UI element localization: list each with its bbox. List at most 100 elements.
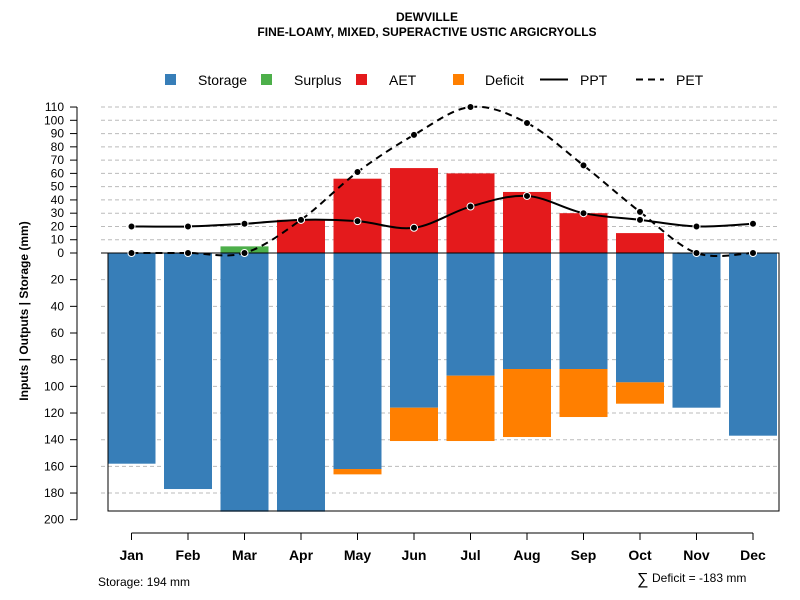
x-axis: Jan Feb Mar Apr May Jun Jul Aug Sep Oct Nov Dec	[119, 532, 766, 563]
legend-label: Storage	[198, 72, 247, 88]
y-axis-label: Inputs | Outputs | Storage (mm)	[17, 221, 31, 400]
gridlines	[101, 106, 779, 494]
storage-bar	[729, 253, 777, 436]
deficit-bar	[616, 382, 664, 404]
aet-bar	[616, 233, 664, 253]
pet-point	[466, 103, 475, 112]
x-tick-label: Aug	[513, 547, 540, 563]
ppt-point	[127, 222, 136, 231]
pet-point	[240, 249, 249, 257]
pet-point	[184, 249, 192, 257]
x-tick-label: Jan	[119, 547, 143, 563]
deficit-bar	[390, 407, 438, 442]
y-tick-label: 80	[51, 140, 65, 154]
legend-swatch	[356, 74, 367, 85]
y-tick-label: 20	[51, 273, 65, 287]
y-tick-label: 60	[51, 326, 65, 340]
y-tick-label: 100	[44, 379, 64, 393]
storage-bar	[220, 253, 269, 512]
y-tick-label: 80	[51, 353, 65, 367]
x-tick-label: Apr	[289, 547, 314, 563]
ppt-point	[749, 219, 757, 228]
ppt-point	[466, 202, 475, 211]
ppt-point	[523, 191, 531, 200]
y-tick-label: 180	[44, 486, 64, 500]
chart-subtitle: FINE-LOAMY, MIXED, SUPERACTIVE USTIC ARG…	[257, 25, 596, 39]
legend-label: AET	[389, 72, 417, 88]
bars-group	[107, 168, 777, 512]
y-tick-label: 50	[51, 180, 65, 194]
y-tick-label: 200	[44, 513, 64, 527]
y-tick-label: 20	[51, 219, 65, 233]
pet-point	[127, 249, 136, 257]
storage-bar	[390, 253, 438, 408]
storage-bar	[503, 253, 551, 370]
x-tick-label: Feb	[176, 547, 201, 563]
deficit-bar	[559, 369, 608, 418]
pet-point	[353, 168, 362, 177]
legend-swatch	[453, 74, 464, 85]
x-tick-label: Jun	[402, 547, 427, 563]
pet-point	[692, 249, 701, 257]
ppt-line	[131, 194, 754, 230]
deficit-total: Deficit = -183 mm	[652, 571, 746, 585]
x-tick-label: Nov	[683, 547, 710, 563]
y-tick-label: 120	[44, 406, 64, 420]
ppt-point	[297, 215, 305, 224]
y-tick-label: 60	[51, 166, 65, 180]
storage-bar	[333, 253, 382, 470]
storage-bar	[164, 253, 212, 490]
x-tick-label: Sep	[571, 547, 597, 563]
y-tick-label: 110	[45, 100, 64, 114]
sum-icon: ∑	[637, 571, 648, 588]
storage-bar	[446, 253, 495, 376]
chart-title: DEWVILLE	[396, 10, 458, 24]
ppt-point	[240, 219, 249, 228]
aet-bar	[333, 178, 382, 253]
lines-group	[127, 103, 757, 258]
y-tick-label: 40	[51, 299, 65, 313]
storage-bar	[559, 253, 608, 370]
legend: Storage Surplus AET Deficit PPT PET	[165, 72, 704, 88]
aet-bar	[390, 168, 438, 253]
y-tick-label: 30	[51, 206, 65, 220]
ppt-point	[410, 223, 418, 232]
y-tick-label: 160	[44, 459, 64, 473]
x-tick-label: Mar	[232, 547, 257, 563]
deficit-bar	[503, 369, 551, 438]
deficit-bar	[333, 469, 382, 475]
y-tick-label: 40	[51, 193, 65, 207]
x-tick-label: Dec	[740, 547, 766, 563]
aet-bar	[559, 213, 608, 253]
legend-label: PET	[676, 72, 704, 88]
ppt-point	[353, 217, 362, 226]
legend-swatch	[261, 74, 272, 85]
aet-bar	[503, 191, 551, 253]
deficit-bar	[446, 375, 495, 442]
ppt-point	[579, 209, 588, 218]
aet-bar	[277, 219, 325, 253]
x-tick-label: Jul	[460, 547, 480, 563]
storage-total: Storage: 194 mm	[98, 575, 190, 589]
storage-bar	[107, 253, 156, 464]
legend-label: PPT	[580, 72, 608, 88]
pet-point	[410, 130, 418, 139]
pet-point	[579, 161, 588, 170]
ppt-point	[184, 222, 192, 231]
legend-label: Deficit	[485, 72, 524, 88]
pet-point	[749, 249, 757, 257]
pet-point	[523, 118, 531, 127]
x-tick-label: Oct	[628, 547, 652, 563]
y-tick-label: 0	[57, 246, 64, 260]
ppt-point	[692, 222, 701, 231]
y-axis: 1101009080706050403020100204060801001201…	[44, 100, 78, 527]
x-tick-label: May	[344, 547, 371, 563]
legend-label: Surplus	[294, 72, 341, 88]
pet-point	[636, 207, 644, 216]
y-tick-label: 10	[51, 233, 65, 247]
y-tick-label: 140	[44, 433, 64, 447]
y-tick-label: 90	[51, 127, 65, 141]
y-tick-label: 70	[51, 153, 65, 167]
storage-bar	[616, 253, 664, 383]
